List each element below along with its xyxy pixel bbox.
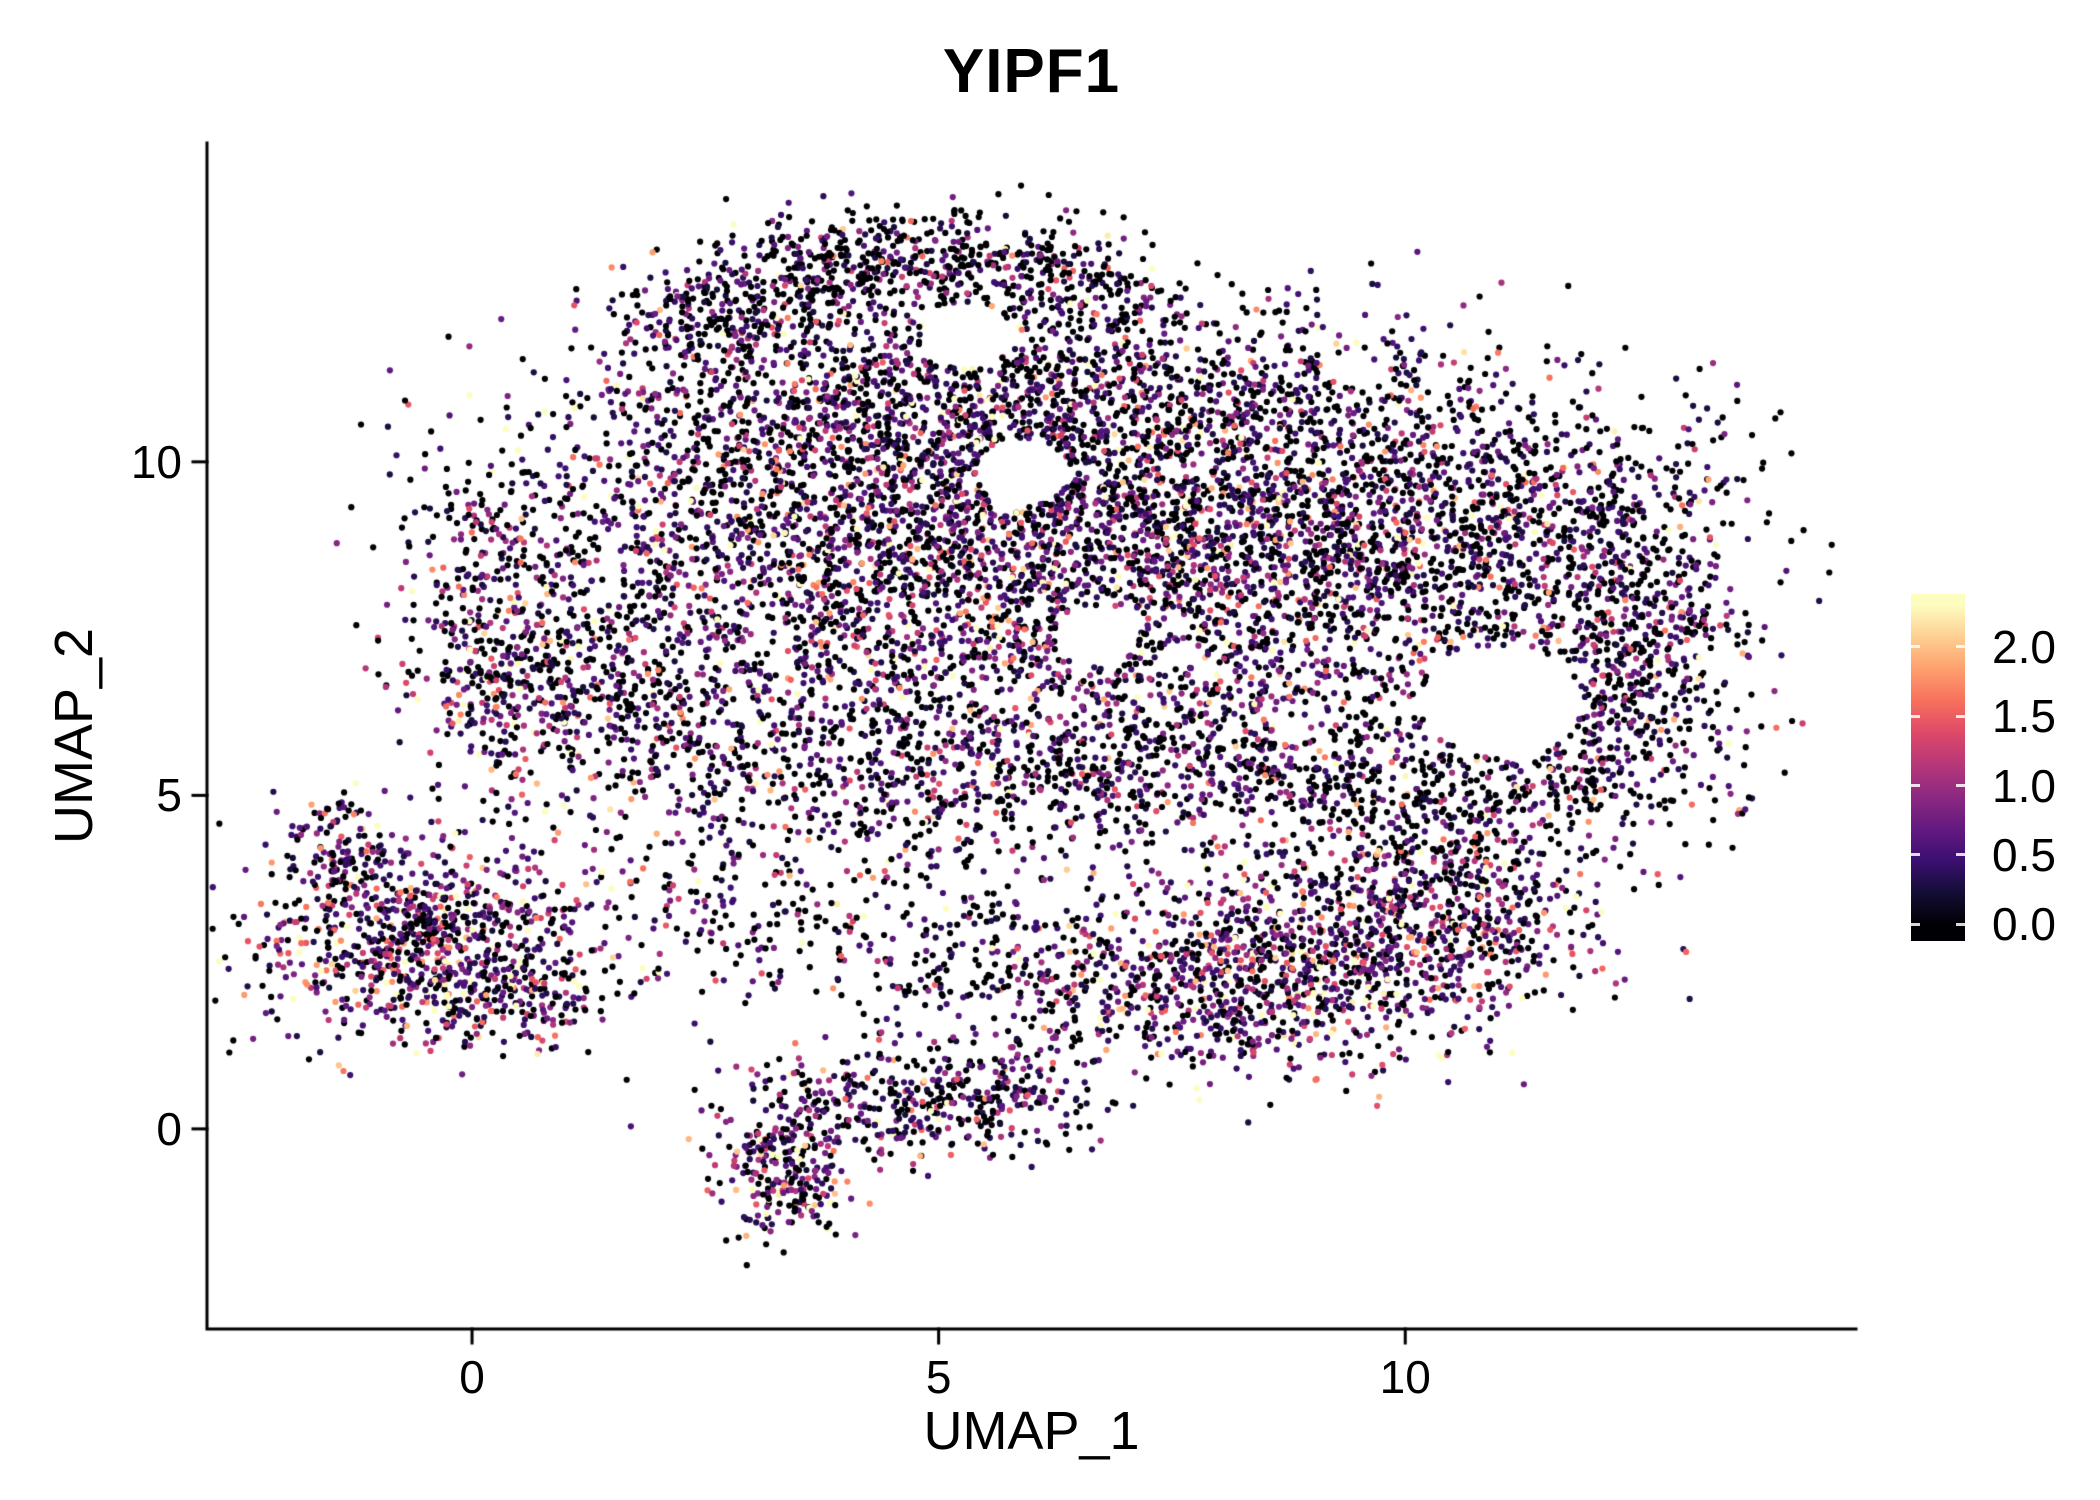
x-tick-label: 0 <box>459 1351 485 1403</box>
colorbar-tick-label: 0.5 <box>1992 828 2056 881</box>
colorbar-tick-label: 2.0 <box>1992 620 2056 673</box>
y-tick-label: 10 <box>130 435 182 488</box>
colorbar-tick-mark <box>1956 922 1965 926</box>
colorbar-tick-mark <box>1911 922 1920 926</box>
colorbar-tick-mark <box>1956 784 1965 788</box>
colorbar-tick-label: 0.0 <box>1992 898 2056 951</box>
x-tick-label: 5 <box>925 1351 952 1403</box>
y-tick-label: 0 <box>156 1102 182 1155</box>
x-tick-label: 10 <box>1379 1351 1431 1403</box>
colorbar-tick-mark <box>1911 645 1920 649</box>
colorbar-tick-mark <box>1956 645 1965 649</box>
x-axis-title: UMAP_1 <box>923 1401 1140 1461</box>
colorbar-tick-mark <box>1956 714 1965 718</box>
colorbar-tick-label: 1.5 <box>1992 690 2056 743</box>
expression-colorbar <box>1911 594 1965 941</box>
chart-title: YIPF1 <box>942 37 1121 106</box>
colorbar-tick-mark <box>1911 853 1920 857</box>
y-tick-label: 5 <box>156 769 182 822</box>
colorbar-tick-mark <box>1956 853 1965 857</box>
colorbar-tick-label: 1.0 <box>1992 759 2056 812</box>
colorbar-tick-mark <box>1911 714 1920 718</box>
colorbar-tick-mark <box>1911 784 1920 788</box>
